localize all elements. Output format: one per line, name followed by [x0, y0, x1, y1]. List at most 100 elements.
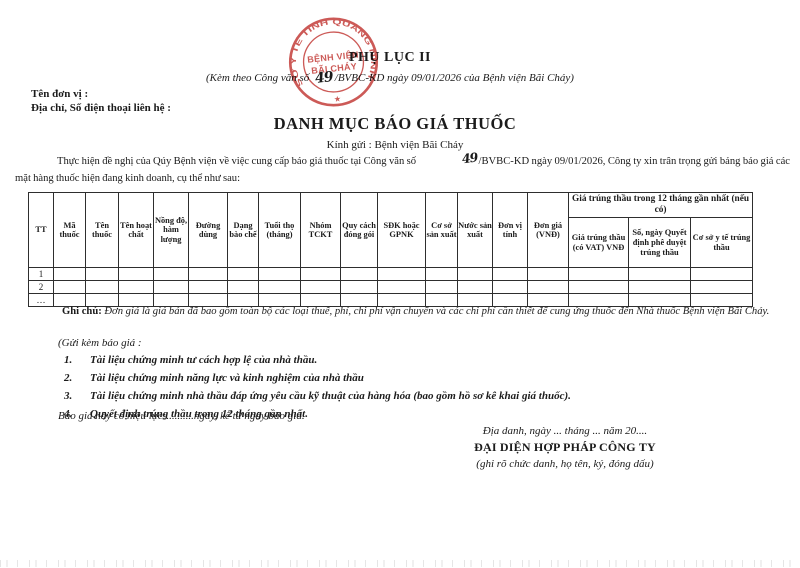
- list-item: 4. Quyết định trúng thầu trong 12 tháng g…: [64, 405, 764, 423]
- table-cell: [628, 267, 691, 282]
- table-cell: [689, 293, 754, 308]
- validity-line: Báo giá này có hiệu lực:..........ngày, …: [58, 410, 305, 422]
- table-cell: [457, 267, 493, 282]
- scan-edge-noise: [0, 560, 800, 567]
- table-cell: [153, 267, 189, 282]
- col-header-quy-cach: Quy cách đóng gói: [340, 191, 378, 269]
- intro-paragraph: Thực hiện đề nghị của Qúy Bệnh viện về v…: [15, 149, 790, 187]
- list-item: 2. Tài liệu chứng minh năng lực và kinh n…: [64, 369, 764, 387]
- table-cell: [568, 280, 629, 295]
- table-cell: [340, 280, 378, 295]
- table-cell: [340, 267, 378, 282]
- signature-instruction: (ghi rõ chức danh, họ tên, ký, đóng dấu): [476, 458, 654, 470]
- col-header-gia-vat: Giá trúng thầu (có VAT) VNĐ: [568, 217, 629, 269]
- col-group-header-gia-trung-thau: Giá trúng thầu trong 12 tháng gần nhất (…: [567, 191, 754, 219]
- stamp-center-line1: BỆNH VIỆN: [307, 48, 360, 64]
- appendix-subtitle: (Kèm theo Công văn số 49/BVBC-KD ngày 09/…: [0, 69, 780, 87]
- table-cell: [527, 267, 569, 282]
- hospital-stamp: SỞ Y TẾ TỈNH QUẢNG NINH BỆNH VIỆN BÃI CH…: [284, 13, 380, 107]
- table-cell: [188, 267, 228, 282]
- col-header-nhom-tckt: Nhóm TCKT: [300, 191, 341, 269]
- appendix-title: PHỤ LỤC II: [348, 50, 431, 65]
- col-header-tt: TT: [28, 191, 54, 269]
- col-header-tuoi-tho: Tuổi thọ (tháng): [258, 191, 301, 269]
- table-cell: [188, 280, 228, 295]
- table-row: …: [28, 293, 754, 308]
- table-cell: [227, 280, 259, 295]
- list-item-number: 4.: [64, 408, 73, 420]
- row-index-cell: …: [28, 293, 54, 308]
- recipient-line: Kính gửi : Bệnh viện Bãi Cháy: [326, 139, 464, 151]
- col-header-don-vi: Đơn vị tính: [492, 191, 528, 269]
- intro-post: /BVBC-KD ngày 09/01/2026, Công ty xin tr…: [15, 156, 790, 184]
- table-cell: [628, 280, 691, 295]
- table-cell: [457, 280, 493, 295]
- list-item-text: Tài liệu chứng minh tư cách hợp lệ của n…: [90, 354, 318, 366]
- table-cell: [258, 280, 301, 295]
- col-header-ma-thuoc: Mã thuốc: [53, 191, 86, 269]
- table-cell: [492, 280, 528, 295]
- table-cell: [689, 267, 754, 282]
- table-cell: [85, 267, 119, 282]
- stamp-star-icon: ★: [333, 94, 341, 104]
- table-cell: [300, 280, 341, 295]
- col-header-nuoc-sx: Nước sản xuất: [457, 191, 493, 269]
- table-cell: [425, 267, 458, 282]
- handwritten-number: 49: [461, 149, 479, 167]
- table-cell: [118, 280, 154, 295]
- table-cell: [227, 267, 259, 282]
- list-item-number: 2.: [64, 372, 73, 384]
- row-index-cell: 2: [28, 280, 54, 295]
- col-header-nong-do: Nồng độ, hàm lượng: [153, 191, 189, 269]
- table-cell: [118, 267, 154, 282]
- table-cell: [153, 280, 189, 295]
- table-cell: [53, 267, 86, 282]
- col-header-hoat-chat: Tên hoạt chất: [118, 191, 154, 269]
- list-item-text: Quyết định trúng thầu trong 12 tháng gần…: [90, 408, 308, 420]
- table-cell: [377, 267, 426, 282]
- org-name-label: Tên đơn vị :: [31, 88, 89, 100]
- stamp-rim-text: SỞ Y TẾ TỈNH QUẢNG NINH: [284, 13, 380, 89]
- document-title: DANH MỤC BÁO GIÁ THUỐC: [273, 114, 517, 133]
- table-cell: [492, 267, 528, 282]
- list-item-text: Tài liệu chứng minh năng lực và kinh ngh…: [90, 372, 364, 384]
- table-cell: [568, 267, 629, 282]
- table-header-row: TT Mã thuốc Tên thuốc Tên hoạt chất Nồng…: [28, 191, 754, 269]
- subtitle-post: /BVBC-KD ngày 09/01/2026 của Bệnh viện B…: [334, 72, 574, 84]
- org-contact-label: Địa chỉ, Số điện thoại liên hệ :: [31, 102, 171, 114]
- col-header-co-so-sx: Cơ sở sản xuất: [425, 191, 458, 269]
- note-text: Đơn giá là giá bán đã bao gồm toàn bộ cá…: [101, 306, 770, 317]
- table-cell: [300, 267, 341, 282]
- table-row: 2: [28, 280, 754, 295]
- list-item: 1. Tài liệu chứng minh tư cách hợp lệ của…: [64, 351, 764, 369]
- col-header-so-ngay-qd: Số, ngày Quyết định phê duyệt trúng thầu: [628, 217, 691, 269]
- stamp-center-line2: BÃI CHÁY: [311, 60, 358, 76]
- signature-block: Địa danh, ngày ... tháng ... năm 20.... …: [430, 424, 700, 472]
- col-header-co-so-y-te: Cơ sở y tế trúng thầu: [689, 217, 754, 269]
- attachment-intro: (Gửi kèm báo giá :: [58, 337, 142, 349]
- note-paragraph: Ghi chú: Đơn giá là giá bán đã bao gồm t…: [16, 304, 788, 321]
- col-header-duong-dung: Đường dùng: [188, 191, 228, 269]
- table-subheader-row: Giá trúng thầu (có VAT) VNĐ Số, ngày Quy…: [29, 217, 754, 269]
- table-cell: [258, 267, 301, 282]
- col-header-don-gia: Đơn giá (VNĐ): [527, 191, 569, 269]
- note-label: Ghi chú:: [62, 306, 102, 317]
- svg-text:SỞ Y TẾ TỈNH QUẢNG NINH: SỞ Y TẾ TỈNH QUẢNG NINH: [284, 13, 380, 89]
- list-item: 3. Tài liệu chứng minh nhà thầu đáp ứng y…: [64, 387, 764, 405]
- table-row: 1: [28, 267, 754, 282]
- row-index-cell: 1: [28, 267, 54, 282]
- list-item-number: 3.: [64, 390, 73, 402]
- table-cell: [85, 280, 119, 295]
- list-item-text: Tài liệu chứng minh nhà thầu đáp ứng yêu…: [90, 390, 571, 402]
- subtitle-pre: (Kèm theo Công văn số: [206, 72, 310, 84]
- price-quote-table: TT Mã thuốc Tên thuốc Tên hoạt chất Nồng…: [28, 191, 754, 308]
- attachment-list: 1. Tài liệu chứng minh tư cách hợp lệ của…: [64, 351, 764, 423]
- col-header-ten-thuoc: Tên thuốc: [85, 191, 119, 269]
- table-cell: [689, 280, 754, 295]
- signature-place-date: Địa danh, ngày ... tháng ... năm 20....: [482, 425, 648, 437]
- table-cell: [53, 280, 86, 295]
- col-header-bao-che: Dạng bào chế: [227, 191, 259, 269]
- table-cell: [527, 280, 569, 295]
- table-cell: [377, 280, 426, 295]
